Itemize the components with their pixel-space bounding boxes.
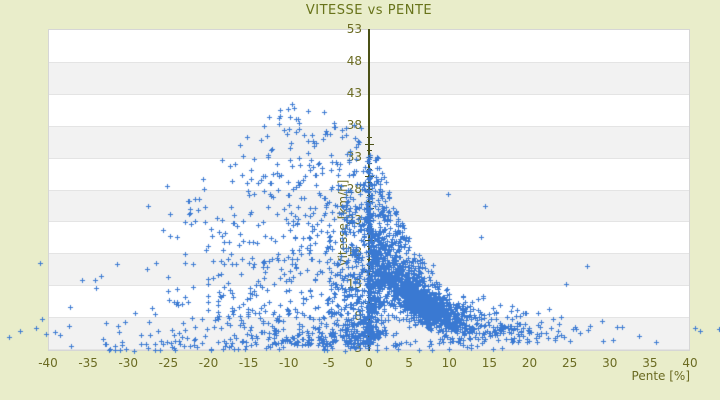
axis-unit-tick bbox=[366, 150, 372, 152]
y-tick-label: 48 bbox=[346, 53, 362, 68]
axis-unit-tick bbox=[364, 303, 374, 305]
x-tick-label: 35 bbox=[642, 356, 658, 370]
axis-unit-tick bbox=[366, 322, 372, 324]
x-tick-label: -40 bbox=[38, 356, 58, 370]
y-tick-label: 3 bbox=[354, 341, 362, 355]
axis-unit-tick bbox=[366, 277, 372, 279]
axis-unit-tick bbox=[366, 214, 372, 216]
x-tick-label: -25 bbox=[158, 356, 179, 370]
x-tick-label: 15 bbox=[481, 356, 498, 370]
y-axis-title: Vitesse [km/h] bbox=[336, 179, 350, 267]
x-tick-label: 40 bbox=[682, 356, 698, 370]
axis-unit-tick bbox=[366, 162, 372, 164]
axis-unit-tick bbox=[364, 271, 374, 273]
axis-unit-tick bbox=[366, 188, 372, 190]
y-tick-label: 8 bbox=[354, 309, 362, 324]
x-tick-label: 5 bbox=[405, 356, 413, 370]
x-axis-title: Pente [%] bbox=[631, 369, 690, 383]
axis-unit-tick bbox=[366, 226, 372, 228]
chart-title: VITESSE vs PENTE bbox=[305, 3, 433, 18]
axis-unit-tick bbox=[366, 284, 372, 286]
axis-unit-tick bbox=[366, 233, 372, 235]
axis-unit-tick bbox=[366, 252, 372, 254]
x-tick-label: -15 bbox=[238, 356, 259, 370]
axis-unit-tick bbox=[366, 290, 372, 292]
x-tick-label: -10 bbox=[278, 356, 299, 370]
y-tick-label: 43 bbox=[346, 85, 362, 100]
x-tick-label: 30 bbox=[602, 356, 618, 370]
x-tick-label: 0 bbox=[365, 356, 373, 370]
axis-unit-tick bbox=[366, 265, 372, 267]
axis-unit-tick bbox=[366, 220, 372, 222]
axis-unit-tick bbox=[364, 207, 374, 209]
axis-unit-tick bbox=[366, 316, 372, 318]
axis-unit-tick bbox=[364, 239, 374, 241]
axis-unit-tick bbox=[364, 335, 374, 337]
x-tick-label: -35 bbox=[78, 356, 98, 370]
axis-unit-tick bbox=[364, 143, 374, 145]
axis-unit-tick bbox=[366, 309, 372, 311]
x-tick-label: 10 bbox=[441, 356, 457, 370]
axis-unit-tick bbox=[366, 194, 372, 196]
x-tick-label: -20 bbox=[198, 356, 219, 370]
axis-unit-tick bbox=[366, 341, 372, 343]
axis-unit-tick bbox=[366, 156, 372, 158]
axis-unit-tick bbox=[366, 169, 372, 171]
x-tick-label: 25 bbox=[561, 356, 578, 370]
axis-unit-tick bbox=[364, 175, 374, 177]
axis-unit-tick bbox=[366, 258, 372, 260]
axis-unit-tick bbox=[366, 245, 372, 247]
x-tick-label: 20 bbox=[521, 356, 538, 370]
axis-unit-tick bbox=[366, 201, 372, 203]
x-tick-label: -30 bbox=[118, 356, 139, 370]
axis-unit-tick bbox=[366, 182, 372, 184]
axis-unit-tick bbox=[366, 137, 372, 139]
y-tick-label: 38 bbox=[346, 117, 362, 132]
axis-unit-tick bbox=[366, 328, 372, 330]
y-tick-label: 13 bbox=[346, 277, 362, 292]
x-tick-label: -5 bbox=[322, 356, 335, 370]
axis-unit-tick bbox=[366, 296, 372, 298]
y-tick-label: 53 bbox=[346, 22, 362, 36]
y-tick-label: 33 bbox=[346, 149, 362, 164]
